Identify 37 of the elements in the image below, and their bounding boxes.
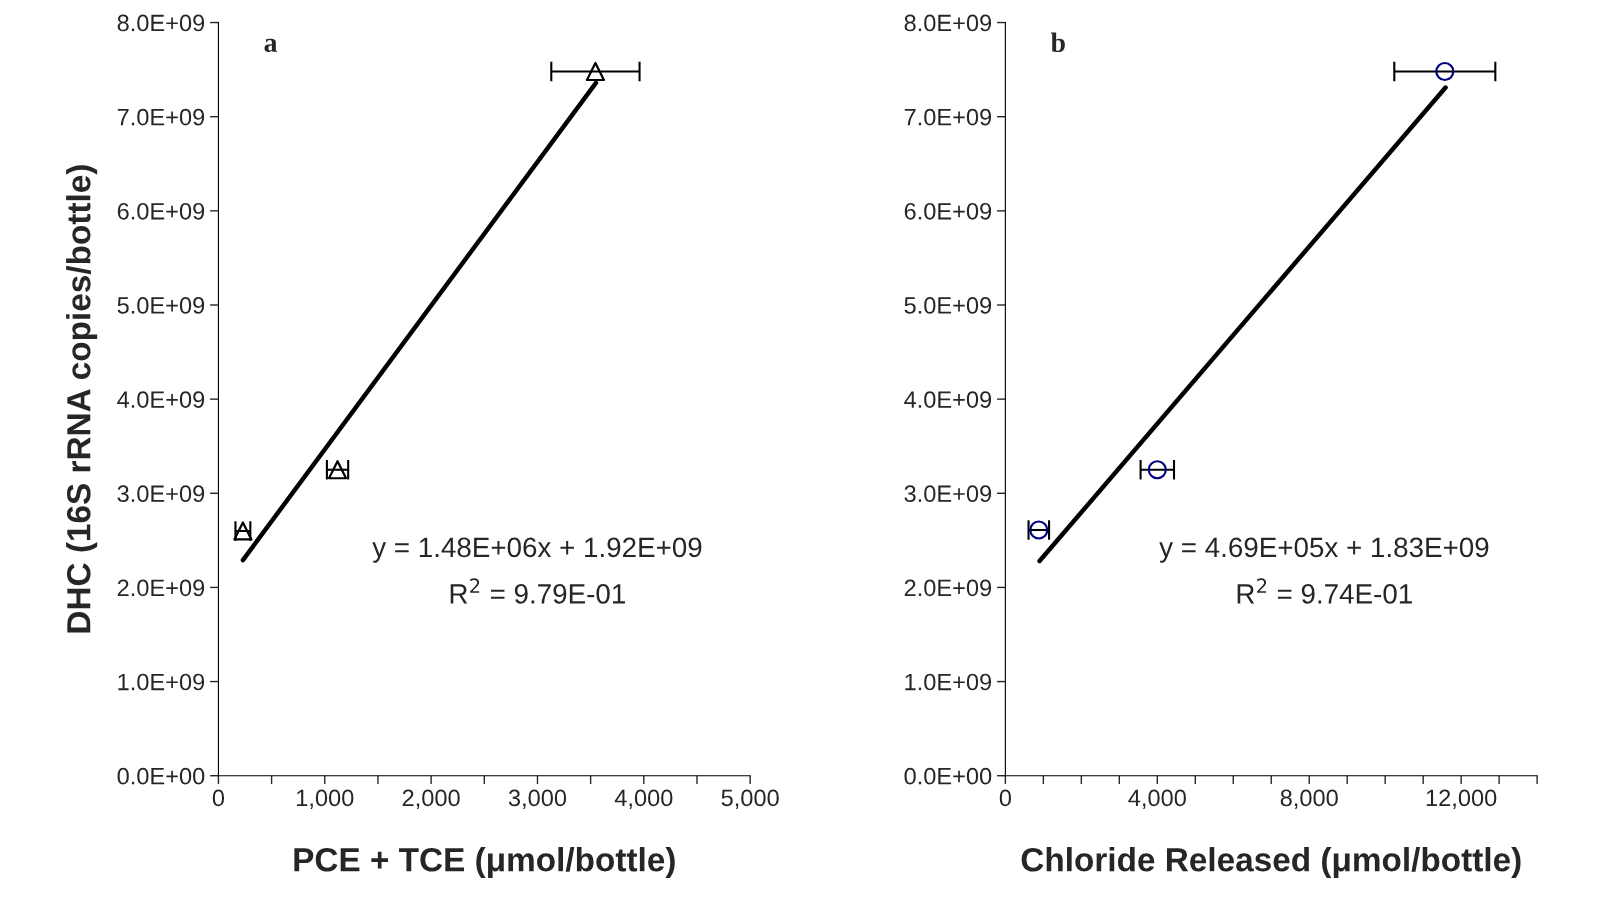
x-axis-title: PCE + TCE (μmol/bottle): [294, 847, 675, 879]
y-tick-label: 7.0E+09: [117, 108, 205, 126]
y-tick-label: 2.0E+09: [904, 579, 992, 597]
y-tick-label: 8.0E+09: [904, 14, 992, 32]
y-tick-label: 1.0E+09: [905, 673, 992, 691]
x-tick-label: 1,000: [297, 789, 354, 810]
chart-title: a: [264, 38, 278, 53]
y-tick-label: 4.0E+09: [904, 391, 992, 408]
annotation: y = 4.69E+05x + 1.83E+09: [1159, 537, 1489, 563]
x-tick-label: 0: [212, 789, 225, 807]
y-tick-label: 7.0E+09: [904, 108, 992, 126]
annotation: y = 1.48E+06x + 1.92E+09: [372, 537, 702, 563]
y-tick-label: 5.0E+09: [904, 297, 992, 314]
y-axis-title: DHC (16S rRNA copies/bottle): [66, 165, 98, 633]
y-tick-label: 8.0E+09: [117, 14, 205, 32]
y-tick-label: 0.0E+00: [904, 767, 992, 785]
y-tick-label: 3.0E+09: [904, 485, 992, 503]
y-tick-label: 6.0E+09: [904, 202, 992, 220]
x-tick-label: 0: [999, 789, 1012, 807]
y-tick-label: 3.0E+09: [117, 485, 205, 503]
y-tick-label: 6.0E+09: [117, 202, 205, 220]
annotation: R$^{2}$ = 9.79E-01: [450, 578, 625, 604]
chart-title: b: [1050, 32, 1065, 53]
x-tick-label: 12,000: [1426, 789, 1497, 810]
y-tick-label: 4.0E+09: [117, 391, 205, 408]
x-tick-label: 3,000: [508, 789, 567, 810]
y-tick-label: 2.0E+09: [117, 579, 205, 597]
y-tick-label: 0.0E+00: [117, 767, 205, 785]
x-tick-label: 4,000: [614, 789, 673, 810]
x-tick-label: 4,000: [1128, 789, 1186, 810]
x-tick-label: 8,000: [1280, 789, 1338, 810]
y-tick-label: 5.0E+09: [117, 297, 205, 314]
x-axis-title: Chloride Released (μmol/bottle): [1021, 847, 1521, 879]
x-tick-label: 2,000: [402, 789, 460, 810]
y-tick-label: 1.0E+09: [118, 673, 205, 691]
annotation: R$^{2}$ = 9.74E-01: [1237, 578, 1412, 604]
x-tick-label: 5,000: [721, 789, 779, 810]
